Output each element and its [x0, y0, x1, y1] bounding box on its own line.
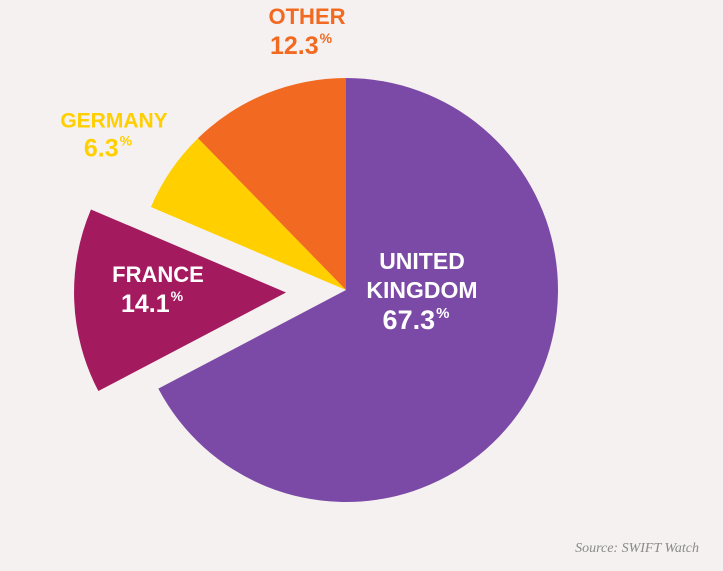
pie-slice-other: [197, 78, 346, 290]
slice-name-united-kingdom: UNITED: [379, 248, 465, 274]
slice-name-united-kingdom: KINGDOM: [366, 277, 477, 303]
pie-slice-germany: [150, 138, 346, 290]
slice-name-germany: GERMANY: [60, 110, 167, 133]
source-note: Source: SWIFT Watch: [575, 541, 699, 556]
slice-name-other: OTHER: [269, 4, 346, 29]
pie-slice-united-kingdom: [158, 78, 558, 502]
slice-value-other: 12.3%: [270, 30, 333, 60]
slice-name-france: FRANCE: [112, 262, 204, 287]
slice-value-germany: 6.3%: [84, 133, 133, 163]
pie-slice-france: [74, 209, 287, 392]
